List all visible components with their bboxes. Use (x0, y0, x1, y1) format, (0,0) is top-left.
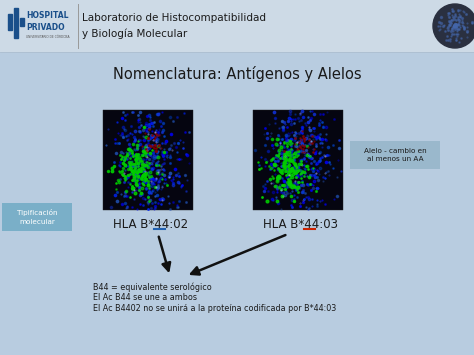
Text: HLA B*44:02: HLA B*44:02 (113, 218, 188, 230)
Text: Laboratorio de Histocompatibilidad: Laboratorio de Histocompatibilidad (82, 13, 266, 23)
Text: HLA B*44:03: HLA B*44:03 (263, 218, 338, 230)
Bar (103, 110, 193, 210)
Text: Alelo - cambio en
al menos un AA: Alelo - cambio en al menos un AA (364, 148, 426, 162)
Text: Tipificación
molecular: Tipificación molecular (17, 209, 57, 224)
Text: HOSPITAL: HOSPITAL (26, 11, 69, 20)
Text: y Biología Molecular: y Biología Molecular (82, 28, 187, 39)
Text: Nomenclatura: Antígenos y Alelos: Nomenclatura: Antígenos y Alelos (113, 66, 361, 82)
FancyBboxPatch shape (2, 203, 72, 231)
Text: El Ac B4402 no se unirá a la proteína codificada por B*44:03: El Ac B4402 no se unirá a la proteína co… (93, 304, 336, 313)
Text: El Ac B44 se une a ambos: El Ac B44 se une a ambos (93, 293, 197, 302)
Text: B44 = equivalente serológico: B44 = equivalente serológico (93, 282, 212, 291)
Bar (0, 0, 474, 52)
Bar (20, 18, 24, 26)
Bar (8, 14, 11, 30)
Bar (14, 8, 18, 38)
Bar (253, 110, 343, 210)
Text: UNIVERSITARIO DE CÓRDOBA: UNIVERSITARIO DE CÓRDOBA (26, 36, 70, 39)
Circle shape (433, 4, 474, 48)
Text: PRIVADO: PRIVADO (26, 22, 64, 32)
FancyBboxPatch shape (350, 141, 440, 169)
